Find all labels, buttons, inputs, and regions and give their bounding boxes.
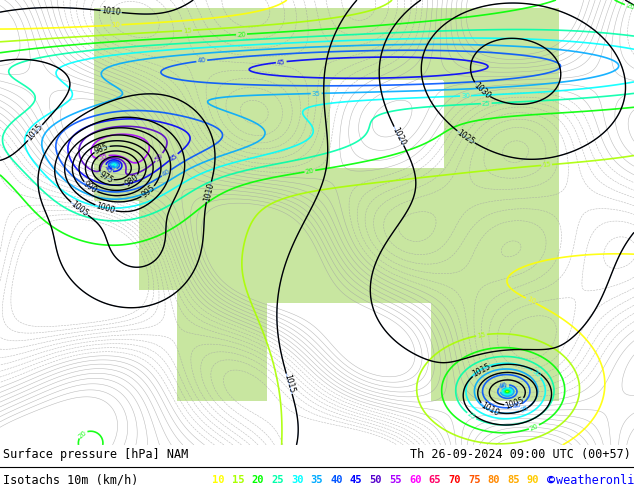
Text: weatheronline.co.uk: weatheronline.co.uk — [556, 473, 634, 487]
Text: 40: 40 — [197, 57, 207, 64]
Text: 1015: 1015 — [25, 122, 45, 143]
Text: 20: 20 — [252, 475, 264, 485]
Text: 35: 35 — [312, 90, 321, 97]
Text: 40: 40 — [330, 475, 343, 485]
Text: 35: 35 — [311, 475, 323, 485]
Text: 980: 980 — [124, 172, 140, 189]
Text: 65: 65 — [429, 475, 441, 485]
Text: 985: 985 — [93, 142, 110, 155]
Text: Isotachs 10m (km/h): Isotachs 10m (km/h) — [3, 473, 139, 487]
Text: 45: 45 — [350, 475, 363, 485]
Text: 55: 55 — [389, 475, 402, 485]
Text: 50: 50 — [370, 475, 382, 485]
Text: 25: 25 — [271, 475, 284, 485]
Text: 40: 40 — [498, 381, 509, 390]
Text: 995: 995 — [139, 184, 157, 200]
Text: 1010: 1010 — [202, 181, 216, 202]
Text: 10: 10 — [212, 475, 225, 485]
Text: 10: 10 — [112, 22, 120, 28]
Text: 40: 40 — [161, 168, 172, 178]
Text: 20: 20 — [77, 429, 88, 439]
Text: 60: 60 — [409, 475, 422, 485]
Text: 40: 40 — [512, 401, 522, 410]
Text: 1015: 1015 — [282, 373, 296, 394]
Text: 70: 70 — [448, 475, 461, 485]
Text: 25: 25 — [482, 100, 491, 107]
Text: 1010: 1010 — [479, 401, 500, 418]
Text: 25: 25 — [466, 411, 477, 421]
Text: 1005: 1005 — [69, 199, 90, 219]
Text: Surface pressure [hPa] NAM: Surface pressure [hPa] NAM — [3, 448, 188, 462]
Text: 20: 20 — [624, 2, 634, 11]
Text: 1025: 1025 — [455, 128, 476, 147]
Text: 85: 85 — [507, 475, 520, 485]
Text: 55: 55 — [98, 153, 108, 161]
Text: Th 26-09-2024 09:00 UTC (00+57): Th 26-09-2024 09:00 UTC (00+57) — [410, 448, 631, 462]
Text: 45: 45 — [103, 164, 113, 174]
Text: 45: 45 — [168, 152, 179, 162]
Text: 1020: 1020 — [391, 125, 407, 147]
Text: 990: 990 — [82, 179, 99, 196]
Text: 50: 50 — [154, 152, 164, 163]
Text: 15: 15 — [183, 27, 192, 34]
Text: 30: 30 — [531, 368, 542, 379]
Text: 35: 35 — [498, 383, 509, 392]
Text: 1000: 1000 — [94, 201, 116, 216]
Text: 20: 20 — [237, 31, 246, 38]
Text: 1005: 1005 — [504, 396, 526, 411]
Text: 75: 75 — [468, 475, 481, 485]
Text: 1015: 1015 — [471, 362, 492, 379]
Text: 30: 30 — [461, 93, 470, 99]
Text: 20: 20 — [529, 423, 540, 432]
Text: 15: 15 — [542, 162, 552, 169]
Text: 30: 30 — [291, 475, 304, 485]
Text: 975: 975 — [97, 170, 114, 185]
Text: 45: 45 — [276, 59, 286, 66]
Text: 40: 40 — [107, 165, 116, 172]
Text: 1030: 1030 — [472, 80, 492, 100]
Text: ©: © — [547, 473, 555, 487]
Text: 90: 90 — [527, 475, 540, 485]
Text: 10: 10 — [526, 296, 536, 305]
Text: 20: 20 — [305, 168, 314, 175]
Text: 15: 15 — [477, 331, 486, 339]
Text: 1010: 1010 — [101, 6, 121, 17]
Text: 80: 80 — [488, 475, 500, 485]
Text: 35: 35 — [519, 405, 529, 414]
Text: 15: 15 — [232, 475, 245, 485]
